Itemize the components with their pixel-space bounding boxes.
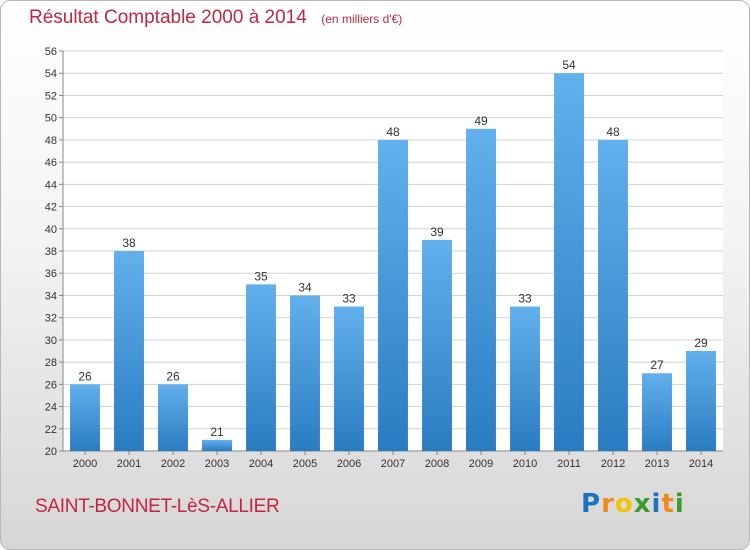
x-tick-label: 2010	[513, 458, 537, 470]
y-tick-label: 28	[45, 357, 57, 369]
x-tick-label: 2005	[293, 458, 317, 470]
y-tick-label: 30	[45, 335, 57, 347]
bar-value-label: 27	[650, 358, 664, 372]
y-tick-label: 20	[45, 446, 57, 458]
bar-value-label: 34	[298, 280, 312, 294]
proxiti-logo: Proxiti	[581, 489, 685, 519]
chart-header: Résultat Comptable 2000 à 2014 (en milli…	[29, 7, 402, 29]
y-tick-label: 52	[45, 90, 57, 102]
x-tick-label: 2014	[689, 458, 713, 470]
y-tick-label: 44	[45, 179, 57, 191]
logo-letter: o	[614, 489, 634, 519]
x-tick-label: 2001	[117, 458, 141, 470]
x-tick-label: 2006	[337, 458, 361, 470]
y-tick-label: 54	[45, 68, 57, 80]
bar-value-label: 38	[122, 236, 136, 250]
bar-value-label: 39	[430, 225, 444, 239]
bar	[202, 439, 232, 451]
bar-value-label: 26	[166, 369, 180, 383]
bar	[598, 139, 628, 451]
bar-value-label: 48	[386, 125, 400, 139]
logo-letter: i	[651, 489, 662, 519]
bar	[334, 306, 364, 451]
bar	[378, 139, 408, 451]
y-tick-label: 50	[45, 113, 57, 125]
bar-value-label: 35	[254, 269, 268, 283]
y-tick-label: 36	[45, 268, 57, 280]
bar	[686, 351, 716, 451]
bar-value-label: 33	[518, 292, 532, 306]
y-tick-label: 22	[45, 424, 57, 436]
x-tick-label: 2000	[73, 458, 97, 470]
x-tick-label: 2008	[425, 458, 449, 470]
bar-value-label: 49	[474, 114, 488, 128]
logo-letter: x	[633, 489, 652, 519]
x-tick-label: 2007	[381, 458, 405, 470]
bar	[466, 128, 496, 451]
y-tick-label: 38	[45, 246, 57, 258]
logo-letter: r	[601, 489, 615, 519]
bar	[70, 384, 100, 451]
x-tick-label: 2012	[601, 458, 625, 470]
bar-value-label: 21	[210, 425, 224, 439]
y-tick-label: 34	[45, 290, 57, 302]
y-tick-label: 48	[45, 135, 57, 147]
bar	[114, 251, 144, 451]
bar	[422, 239, 452, 451]
x-tick-label: 2013	[645, 458, 669, 470]
bar-value-label: 48	[606, 125, 620, 139]
bar	[158, 384, 188, 451]
x-tick-label: 2009	[469, 458, 493, 470]
x-tick-label: 2004	[249, 458, 273, 470]
logo-letter: t	[661, 489, 675, 519]
bar-value-label: 26	[78, 369, 92, 383]
x-tick-label: 2011	[557, 458, 581, 470]
y-tick-label: 42	[45, 202, 57, 214]
bar	[642, 373, 672, 451]
y-tick-label: 24	[45, 402, 57, 414]
x-tick-label: 2002	[161, 458, 185, 470]
y-tick-label: 46	[45, 157, 57, 169]
bar	[510, 306, 540, 451]
x-tick-label: 2003	[205, 458, 229, 470]
y-tick-label: 56	[45, 46, 57, 58]
bar-value-label: 33	[342, 292, 356, 306]
bar	[554, 73, 584, 451]
bar	[246, 284, 276, 451]
logo-letter: P	[581, 489, 602, 519]
logo-letter: i	[674, 489, 685, 519]
y-tick-label: 40	[45, 224, 57, 236]
y-tick-label: 32	[45, 313, 57, 325]
y-tick-label: 26	[45, 379, 57, 391]
chart-title: Résultat Comptable 2000 à 2014	[29, 7, 307, 28]
bar	[290, 295, 320, 451]
bar-value-label: 29	[694, 336, 708, 350]
bar-value-label: 54	[562, 58, 576, 72]
commune-name: SAINT-BONNET-LèS-ALLIER	[35, 496, 280, 517]
chart-subtitle: (en milliers d'€)	[321, 12, 403, 26]
